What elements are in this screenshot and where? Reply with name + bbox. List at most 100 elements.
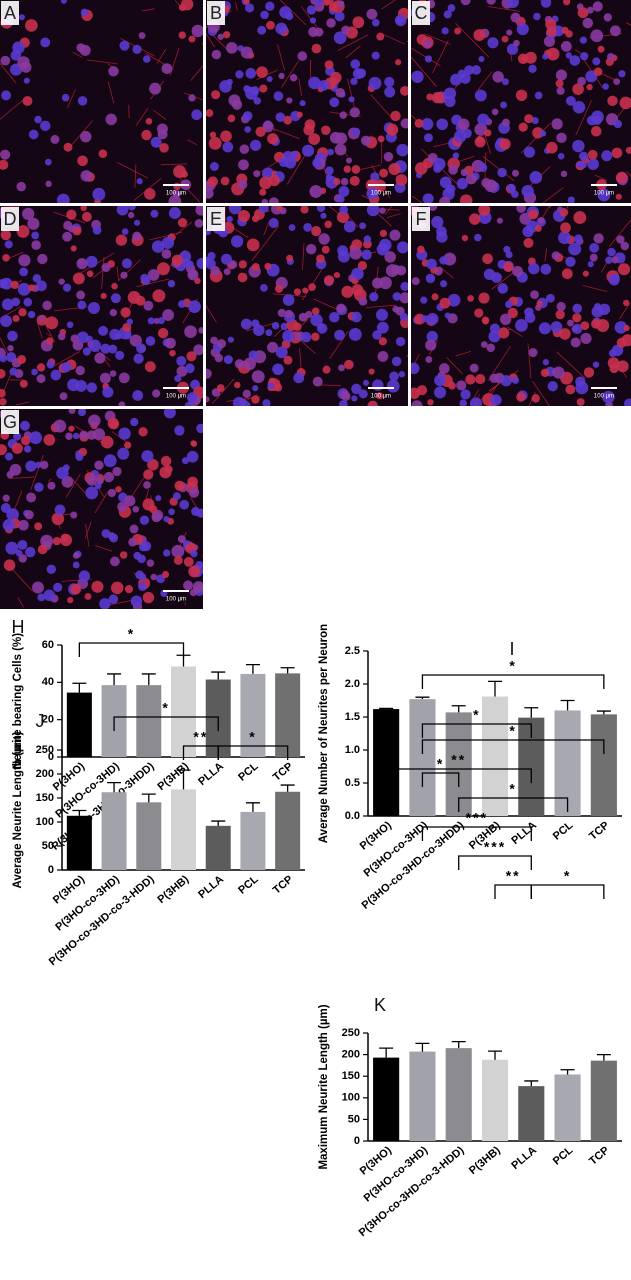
cell bbox=[187, 392, 197, 402]
cell bbox=[506, 29, 512, 35]
cell bbox=[479, 162, 486, 169]
cell bbox=[397, 241, 409, 253]
cell bbox=[12, 41, 24, 53]
cell bbox=[124, 332, 131, 339]
cell bbox=[466, 173, 477, 184]
cell bbox=[17, 355, 26, 364]
cell bbox=[395, 15, 407, 27]
significance-label: * bbox=[509, 658, 516, 674]
cell bbox=[157, 123, 168, 134]
cell bbox=[329, 3, 338, 12]
cell bbox=[613, 274, 620, 281]
cell bbox=[583, 271, 589, 277]
cell bbox=[78, 96, 87, 105]
cell bbox=[191, 109, 202, 120]
cell bbox=[543, 359, 549, 365]
cell bbox=[5, 240, 13, 248]
cell bbox=[63, 284, 71, 292]
cell bbox=[131, 595, 142, 606]
cell bbox=[297, 112, 303, 118]
cell bbox=[459, 400, 467, 408]
cell bbox=[369, 292, 378, 301]
cell bbox=[7, 331, 18, 342]
cell bbox=[108, 66, 118, 76]
cell bbox=[318, 233, 329, 244]
cell bbox=[337, 245, 348, 256]
cell bbox=[65, 432, 73, 440]
cell bbox=[524, 146, 535, 157]
cell bbox=[202, 369, 212, 379]
cell bbox=[221, 177, 230, 186]
cell bbox=[128, 202, 136, 210]
cell bbox=[461, 169, 468, 176]
cell bbox=[224, 268, 231, 275]
cell bbox=[223, 31, 230, 38]
cell bbox=[64, 143, 73, 152]
cell bbox=[467, 295, 474, 302]
error-bar bbox=[211, 821, 225, 826]
bar bbox=[136, 685, 161, 757]
error-bar bbox=[72, 683, 86, 692]
cell bbox=[497, 218, 503, 224]
cell bbox=[580, 333, 591, 344]
cell bbox=[253, 170, 260, 177]
cell bbox=[367, 203, 380, 216]
cell bbox=[324, 221, 332, 229]
cell bbox=[102, 387, 113, 398]
cell bbox=[473, 29, 485, 41]
cell bbox=[12, 315, 19, 322]
cell bbox=[285, 310, 293, 318]
cell bbox=[146, 336, 156, 346]
x-tick-label: P(3HB) bbox=[155, 873, 191, 906]
cell bbox=[119, 372, 130, 383]
significance-bracket bbox=[495, 885, 531, 899]
cell bbox=[533, 13, 540, 20]
cell bbox=[330, 132, 342, 144]
cell bbox=[433, 164, 442, 173]
cell bbox=[38, 545, 48, 555]
cell bbox=[580, 161, 587, 168]
cell bbox=[561, 27, 568, 34]
cell bbox=[75, 453, 83, 461]
cell bbox=[109, 533, 118, 542]
cell bbox=[379, 169, 388, 178]
cell bbox=[329, 97, 339, 107]
cell bbox=[580, 52, 588, 60]
cell bbox=[393, 292, 402, 301]
cell bbox=[528, 348, 537, 357]
cell bbox=[143, 469, 153, 479]
cell bbox=[568, 196, 575, 203]
cell bbox=[268, 382, 275, 389]
cell bbox=[367, 401, 378, 412]
cell bbox=[205, 109, 213, 117]
cell bbox=[100, 373, 111, 384]
cell bbox=[162, 309, 174, 321]
cell bbox=[492, 71, 503, 82]
cell bbox=[321, 125, 331, 135]
cell bbox=[546, 26, 556, 36]
cell bbox=[589, 243, 599, 253]
cell bbox=[337, 0, 344, 7]
cell bbox=[89, 340, 101, 352]
cell bbox=[376, 33, 384, 41]
cell bbox=[136, 343, 146, 353]
cell bbox=[379, 277, 392, 290]
x-tick-label: PCL bbox=[236, 760, 261, 784]
cell bbox=[609, 349, 617, 357]
cell bbox=[616, 194, 622, 200]
cell bbox=[69, 407, 76, 414]
cell bbox=[195, 204, 207, 216]
bar bbox=[171, 789, 196, 870]
cell bbox=[556, 79, 564, 87]
y-tick-label: 40 bbox=[42, 676, 54, 688]
significance-bracket bbox=[79, 643, 183, 657]
cell bbox=[115, 486, 122, 493]
cell bbox=[77, 300, 86, 309]
cell bbox=[76, 291, 85, 300]
cell bbox=[234, 382, 241, 389]
cell bbox=[624, 325, 630, 331]
significance-label: * bbox=[509, 781, 516, 797]
cell bbox=[412, 400, 423, 411]
cell bbox=[4, 559, 16, 571]
